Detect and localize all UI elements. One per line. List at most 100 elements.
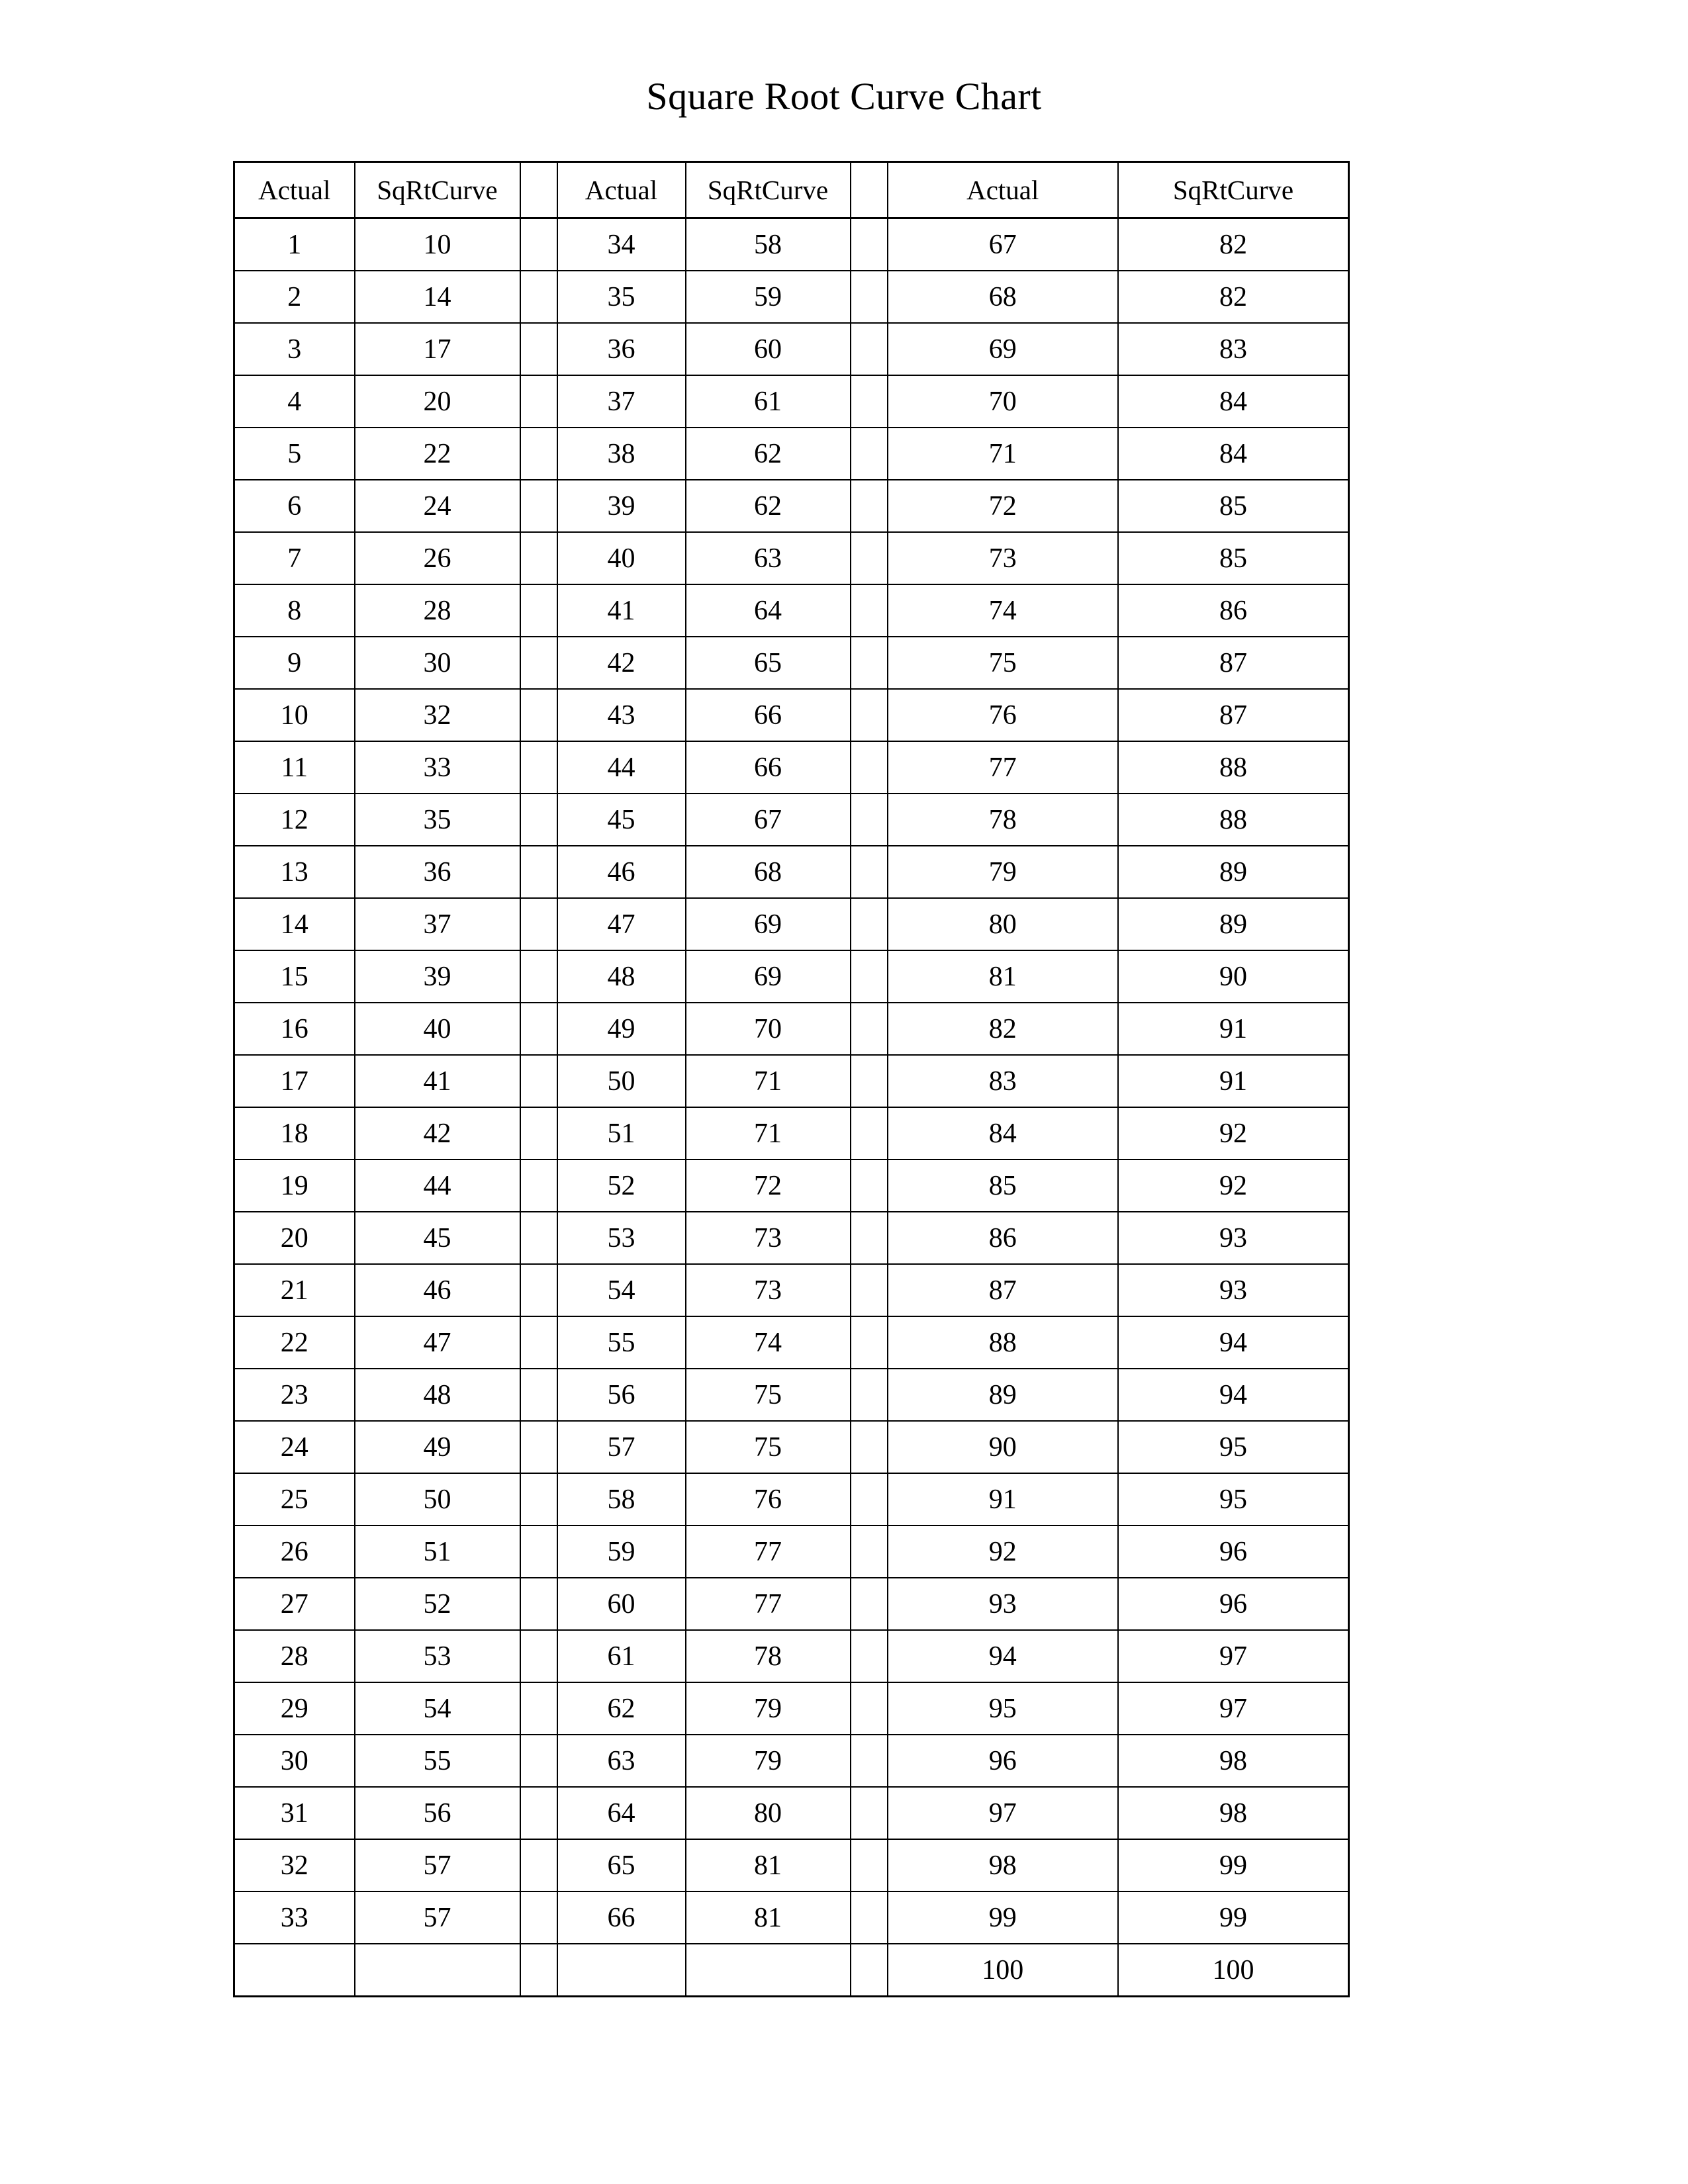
spacer-cell: [519, 1211, 558, 1265]
spacer-cell: [519, 322, 558, 376]
spacer-cell: [849, 375, 888, 428]
cell-sqrtcurve: 63: [684, 531, 851, 585]
table-row: 18 42 51 71 84 92: [233, 1107, 1350, 1160]
cell-sqrtcurve: 75: [684, 1420, 851, 1474]
cell-sqrtcurve: 96: [1117, 1525, 1350, 1578]
cell-sqrtcurve: 81: [684, 1839, 851, 1892]
cell-sqrtcurve: 57: [353, 1839, 521, 1892]
cell-actual: 84: [886, 1107, 1119, 1160]
cell-sqrtcurve: 56: [353, 1786, 521, 1840]
cell-sqrtcurve: 47: [353, 1316, 521, 1369]
cell-actual: 23: [233, 1368, 355, 1422]
table-row: 22 47 55 74 88 94: [233, 1316, 1350, 1369]
cell-sqrtcurve: 39: [353, 950, 521, 1003]
spacer-cell: [849, 1002, 888, 1056]
cell-actual: 88: [886, 1316, 1119, 1369]
spacer-column-header-2: [849, 161, 888, 219]
cell-sqrtcurve: 95: [1117, 1420, 1350, 1474]
cell-actual: 85: [886, 1159, 1119, 1212]
table-row: 13 36 46 68 79 89: [233, 845, 1350, 899]
cell-actual: 58: [556, 1473, 686, 1526]
cell-sqrtcurve: 94: [1117, 1368, 1350, 1422]
cell-actual: 20: [233, 1211, 355, 1265]
cell-actual: 31: [233, 1786, 355, 1840]
cell-sqrtcurve: 91: [1117, 1002, 1350, 1056]
cell-sqrtcurve: 92: [1117, 1107, 1350, 1160]
cell-actual: 26: [233, 1525, 355, 1578]
cell-sqrtcurve: 68: [684, 845, 851, 899]
cell-sqrtcurve: 36: [353, 845, 521, 899]
cell-sqrtcurve: 53: [353, 1629, 521, 1683]
spacer-cell: [519, 688, 558, 742]
cell-sqrtcurve: 85: [1117, 531, 1350, 585]
cell-sqrtcurve: 73: [684, 1263, 851, 1317]
spacer-cell: [849, 845, 888, 899]
cell-sqrtcurve: 40: [353, 1002, 521, 1056]
cell-sqrtcurve: [684, 1943, 851, 1997]
cell-sqrtcurve: 50: [353, 1473, 521, 1526]
cell-actual: 66: [556, 1891, 686, 1944]
spacer-cell: [849, 1839, 888, 1892]
cell-sqrtcurve: 14: [353, 270, 521, 324]
cell-actual: 28: [233, 1629, 355, 1683]
spacer-cell: [849, 741, 888, 794]
cell-actual: 63: [556, 1734, 686, 1788]
spacer-cell: [849, 322, 888, 376]
spacer-cell: [519, 1682, 558, 1735]
table-row: 8 28 41 64 74 86: [233, 584, 1350, 637]
cell-actual: 40: [556, 531, 686, 585]
cell-actual: 46: [556, 845, 686, 899]
cell-actual: 89: [886, 1368, 1119, 1422]
table-row: 14 37 47 69 80 89: [233, 897, 1350, 951]
cell-actual: 45: [556, 793, 686, 846]
cell-sqrtcurve: 82: [1117, 270, 1350, 324]
spacer-cell: [519, 1525, 558, 1578]
cell-actual: 4: [233, 375, 355, 428]
cell-actual: 25: [233, 1473, 355, 1526]
cell-actual: 42: [556, 636, 686, 690]
cell-sqrtcurve: 85: [1117, 479, 1350, 533]
cell-actual: 48: [556, 950, 686, 1003]
spacer-cell: [519, 1107, 558, 1160]
cell-sqrtcurve: 78: [684, 1629, 851, 1683]
spacer-cell: [519, 1002, 558, 1056]
table-row: 5 22 38 62 71 84: [233, 427, 1350, 480]
cell-sqrtcurve: 20: [353, 375, 521, 428]
cell-actual: 33: [233, 1891, 355, 1944]
spacer-cell: [849, 270, 888, 324]
spacer-cell: [519, 1316, 558, 1369]
cell-sqrtcurve: 59: [684, 270, 851, 324]
column-header-actual-1: Actual: [233, 161, 355, 219]
cell-sqrtcurve: 73: [684, 1211, 851, 1265]
cell-actual: 47: [556, 897, 686, 951]
spacer-cell: [519, 531, 558, 585]
table-row: 28 53 61 78 94 97: [233, 1629, 1350, 1683]
cell-actual: 15: [233, 950, 355, 1003]
cell-sqrtcurve: 89: [1117, 897, 1350, 951]
spacer-cell: [519, 217, 558, 271]
spacer-cell: [849, 1943, 888, 1997]
cell-sqrtcurve: 87: [1117, 688, 1350, 742]
cell-actual: 22: [233, 1316, 355, 1369]
spacer-cell: [519, 950, 558, 1003]
table-row: 25 50 58 76 91 95: [233, 1473, 1350, 1526]
cell-actual: 87: [886, 1263, 1119, 1317]
sqrt-curve-table-container: Actual SqRtCurve Actual SqRtCurve Actual…: [233, 161, 1350, 1997]
table-row: 9 30 42 65 75 87: [233, 636, 1350, 690]
cell-actual: 73: [886, 531, 1119, 585]
cell-actual: 94: [886, 1629, 1119, 1683]
cell-sqrtcurve: 51: [353, 1525, 521, 1578]
table-row: 11 33 44 66 77 88: [233, 741, 1350, 794]
spacer-cell: [849, 531, 888, 585]
cell-actual: 93: [886, 1577, 1119, 1631]
cell-sqrtcurve: 42: [353, 1107, 521, 1160]
cell-sqrtcurve: 72: [684, 1159, 851, 1212]
spacer-cell: [519, 1054, 558, 1108]
cell-actual: 82: [886, 1002, 1119, 1056]
cell-actual: 70: [886, 375, 1119, 428]
cell-actual: 68: [886, 270, 1119, 324]
cell-sqrtcurve: 60: [684, 322, 851, 376]
spacer-cell: [519, 741, 558, 794]
cell-actual: 62: [556, 1682, 686, 1735]
